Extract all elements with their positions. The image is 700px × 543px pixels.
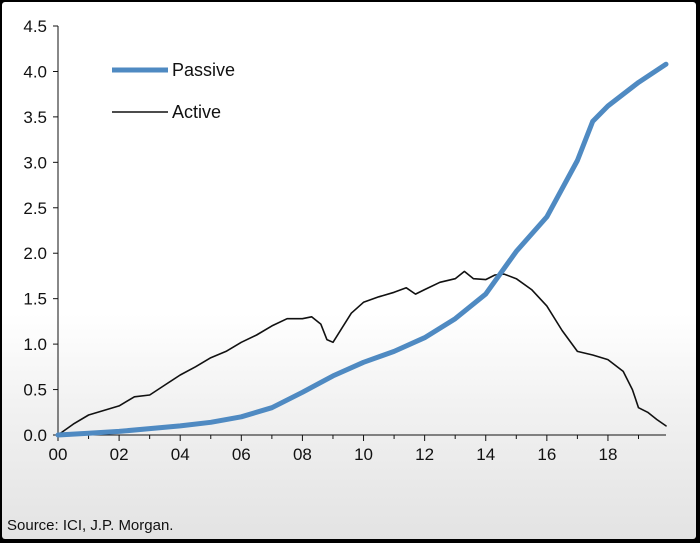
x-tick-label: 16 xyxy=(537,445,556,464)
x-tick-label: 04 xyxy=(171,445,190,464)
legend-label-passive: Passive xyxy=(172,60,235,80)
x-tick-label: 08 xyxy=(293,445,312,464)
y-tick-label: 4.5 xyxy=(23,17,47,36)
x-tick-label: 06 xyxy=(232,445,251,464)
series-line-active xyxy=(57,270,667,436)
legend-label-active: Active xyxy=(172,102,221,122)
x-tick-label: 12 xyxy=(415,445,434,464)
series-line-passive xyxy=(55,61,669,438)
y-tick-label: 3.0 xyxy=(23,153,47,172)
y-tick-label: 3.5 xyxy=(23,108,47,127)
source-note: Source: ICI, J.P. Morgan. xyxy=(7,517,174,534)
y-tick-label: 0.5 xyxy=(23,381,47,400)
y-tick-label: 4.0 xyxy=(23,62,47,81)
x-tick-label: 10 xyxy=(354,445,373,464)
y-tick-label: 2.0 xyxy=(23,244,47,263)
x-tick-label: 02 xyxy=(110,445,129,464)
y-tick-label: 2.5 xyxy=(23,199,47,218)
x-tick-label: 00 xyxy=(49,445,68,464)
line-chart: 0.0 0.5 1.0 1.5 2.0 2.5 3.0 3.5 4.0 4.5 00 02 04 06 08… xyxy=(23,17,669,464)
y-tick-label: 0.0 xyxy=(23,426,47,445)
x-tick-label: 18 xyxy=(598,445,617,464)
y-tick-label: 1.0 xyxy=(23,335,47,354)
y-tick-label: 1.5 xyxy=(23,290,47,309)
x-tick-label: 14 xyxy=(476,445,495,464)
